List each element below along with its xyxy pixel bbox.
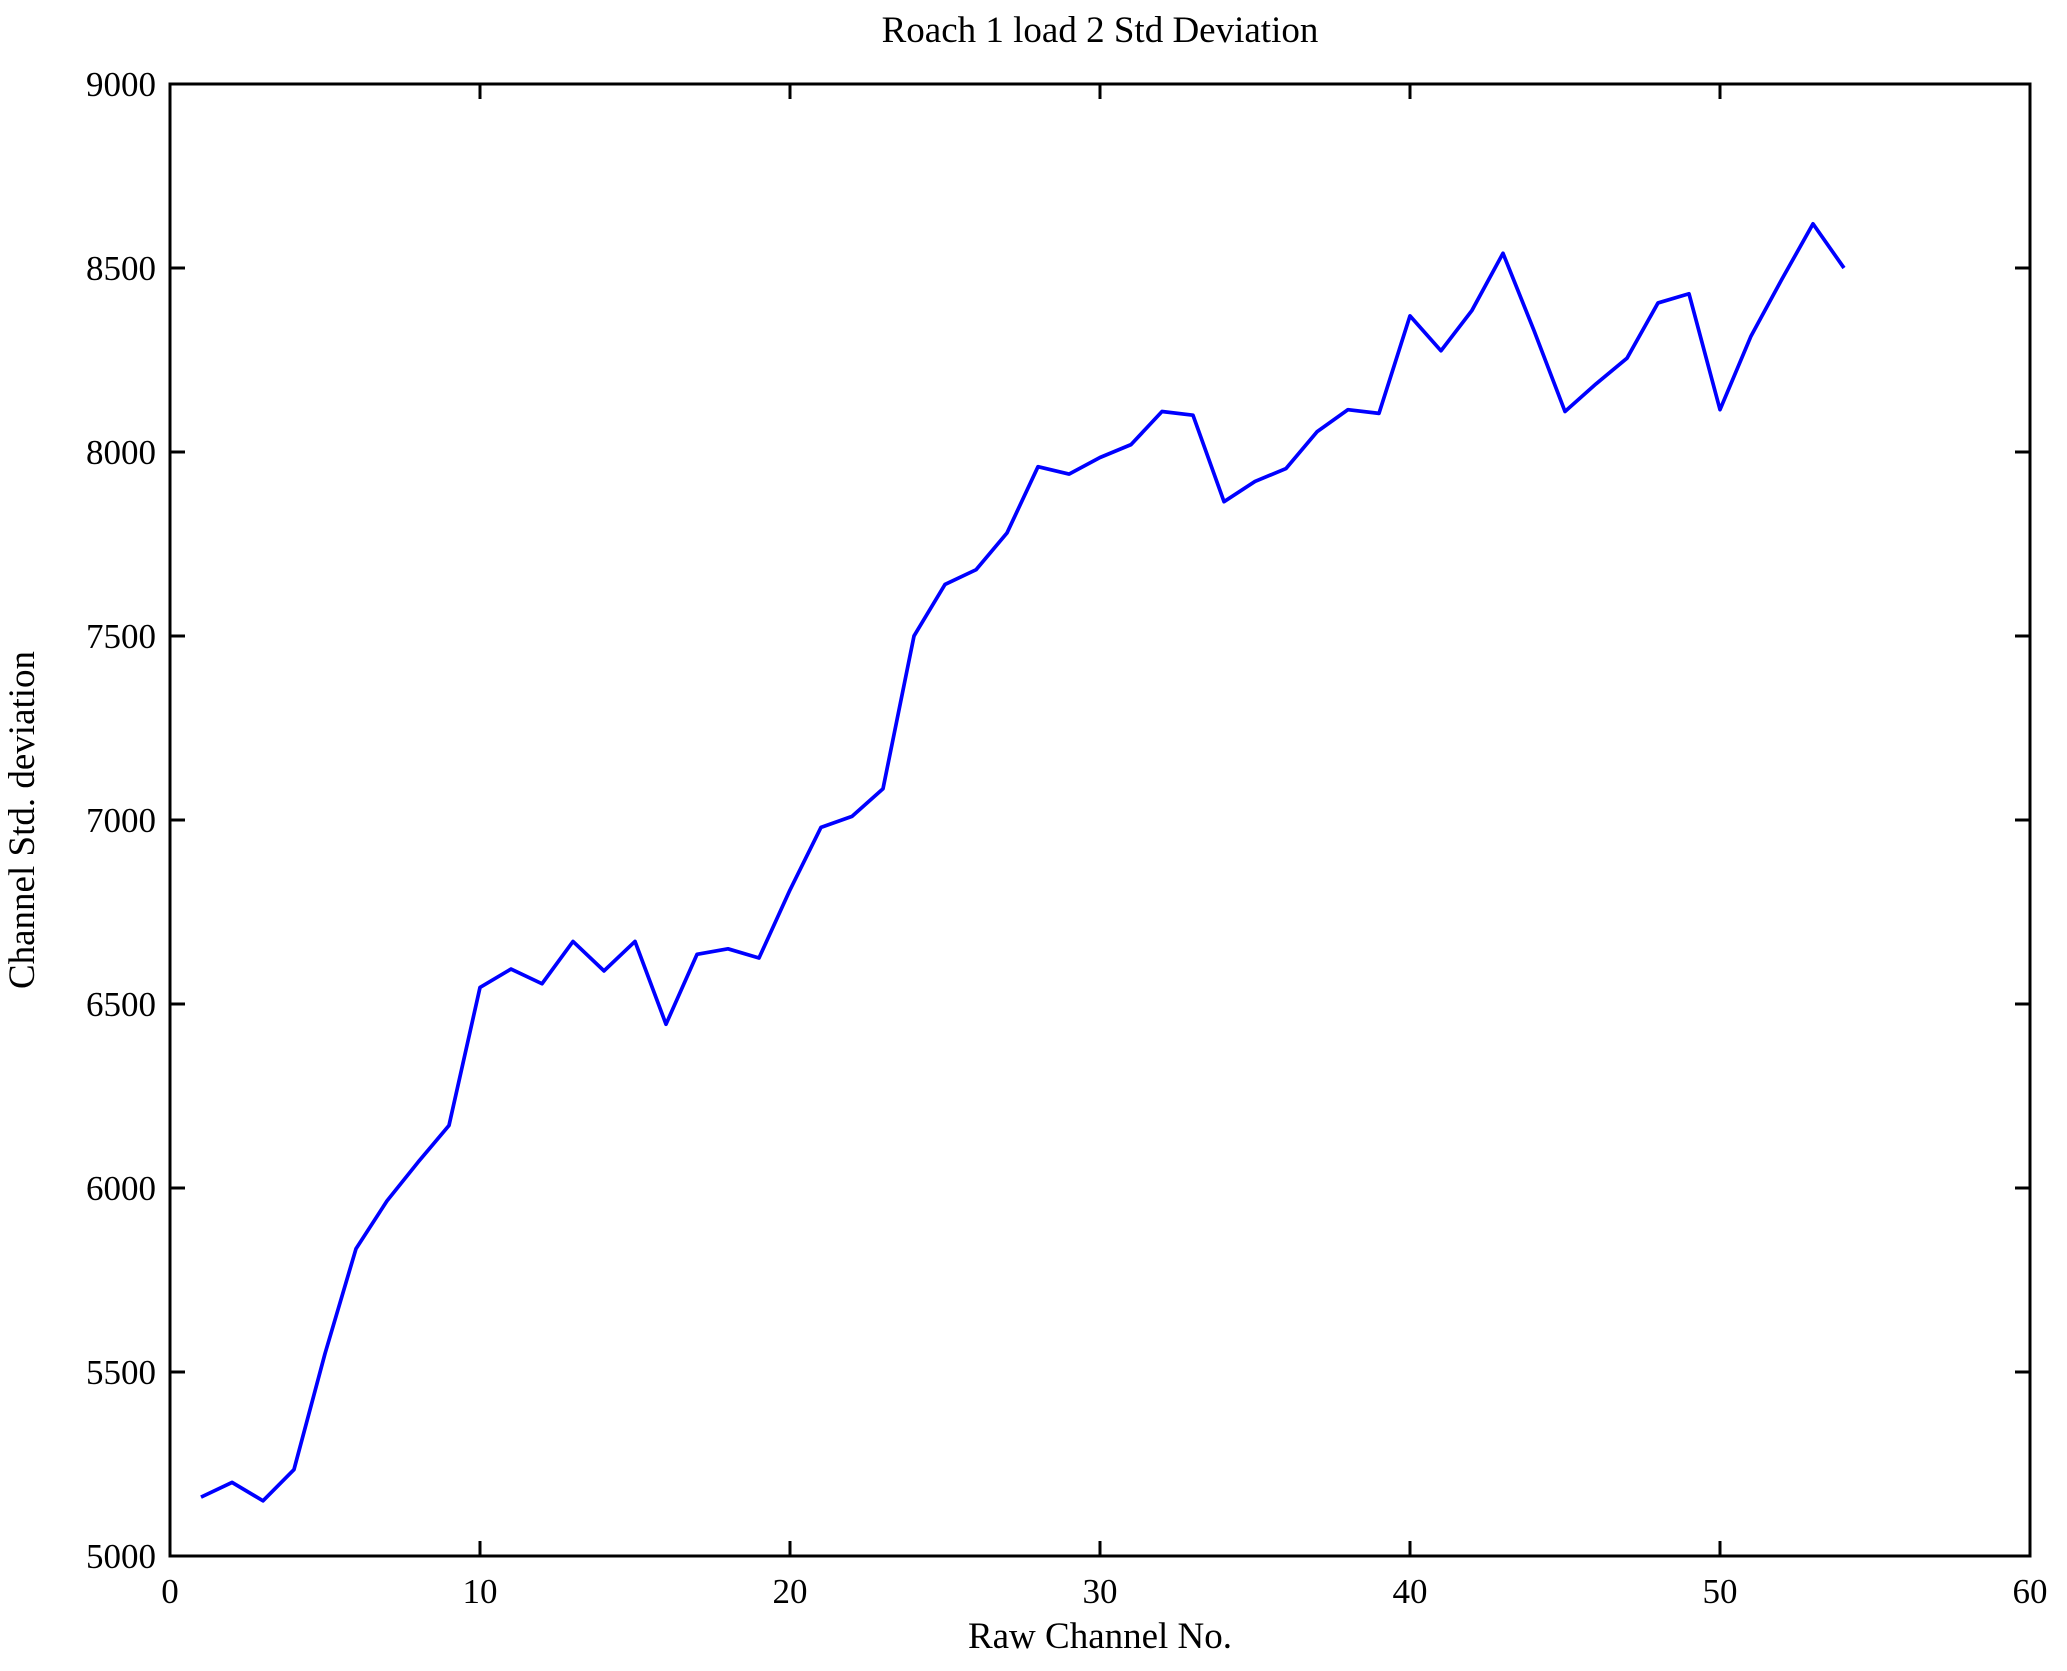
y-tick-label: 6000	[86, 1169, 156, 1208]
plot-box	[168, 82, 2032, 1558]
y-tick-label: 5000	[86, 1537, 156, 1576]
y-tick-label: 6500	[86, 985, 156, 1024]
x-tick-label: 40	[1393, 1572, 1428, 1611]
x-axis-label: Raw Channel No.	[968, 1616, 1232, 1657]
y-tick-label: 8000	[86, 433, 156, 472]
y-tick-label: 7500	[86, 617, 156, 656]
y-axis-label: Channel Std. deviation	[2, 651, 43, 989]
data-line	[200, 221, 1846, 1503]
y-tick-label: 5500	[86, 1353, 156, 1392]
y-tick-label: 8500	[86, 249, 156, 288]
x-tick-label: 30	[1083, 1572, 1118, 1611]
x-tick-label: 10	[463, 1572, 498, 1611]
chart-title: Roach 1 load 2 Std Deviation	[881, 10, 1319, 51]
x-tick-label: 20	[773, 1572, 808, 1611]
x-tick-label: 50	[1703, 1572, 1738, 1611]
x-tick-label: 60	[2013, 1572, 2048, 1611]
x-tick-label: 0	[161, 1572, 179, 1611]
y-tick-label: 9000	[86, 65, 156, 104]
y-tick-label: 7000	[86, 801, 156, 840]
